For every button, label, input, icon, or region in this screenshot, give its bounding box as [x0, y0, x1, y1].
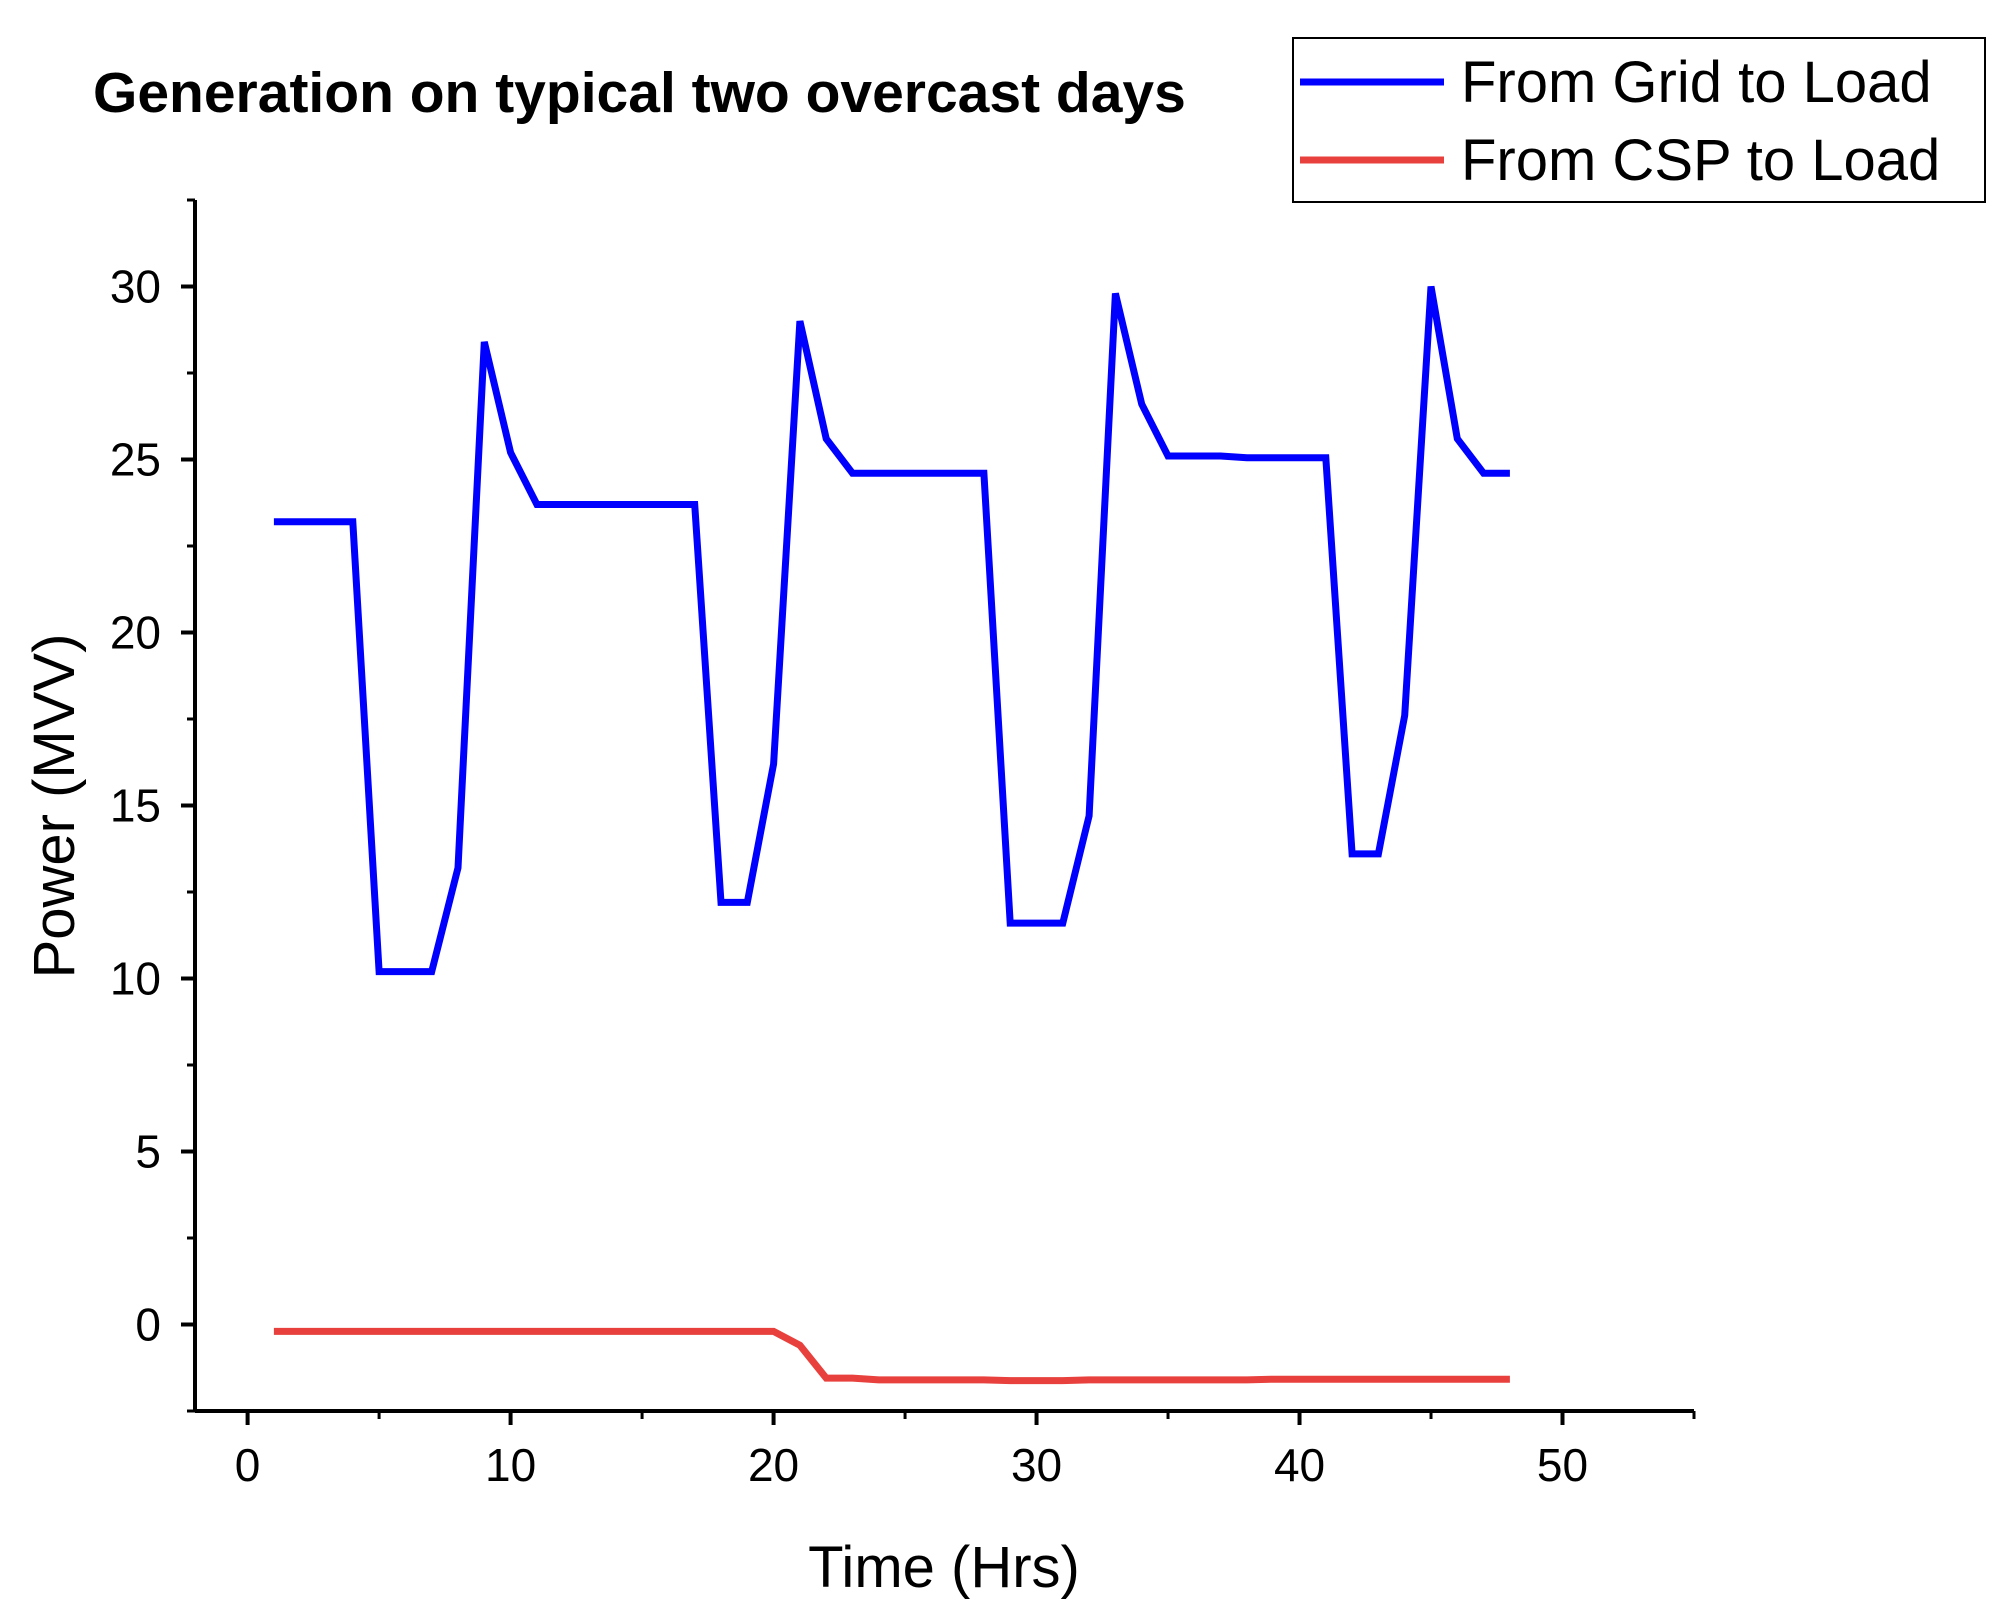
x-tick-label: 50 [1537, 1439, 1588, 1491]
series-line-csp-to-load [273, 1327, 1510, 1385]
y-tick-label: 0 [135, 1299, 161, 1351]
x-ticks: 0 10 20 30 40 50 [235, 1411, 1696, 1491]
legend-box [1292, 37, 1986, 203]
y-tick-label: 25 [110, 434, 161, 486]
series-line-grid-to-load [273, 285, 1510, 976]
legend: From Grid to Load From CSP to Load [1292, 37, 1986, 203]
y-ticks: 0 5 10 15 20 25 30 [110, 198, 195, 1413]
legend-label-csp: From CSP to Load [1461, 128, 1940, 193]
legend-label-grid: From Grid to Load [1461, 50, 1932, 115]
y-tick-label: 30 [110, 261, 161, 313]
x-tick-label: 10 [485, 1439, 536, 1491]
plot-area: 0 10 20 30 40 50 0 5 10 15 20 25 30 [110, 198, 1696, 1491]
chart-title: Generation on typical two overcast days [93, 61, 1186, 125]
x-axis-label: Time (Hrs) [808, 1535, 1080, 1600]
x-tick-label: 40 [1274, 1439, 1325, 1491]
series-lines [273, 285, 1510, 1385]
y-tick-label: 10 [110, 953, 161, 1005]
y-tick-label: 5 [135, 1126, 161, 1178]
y-axis-label: Power (MVV) [22, 634, 87, 979]
x-tick-label: 30 [1011, 1439, 1062, 1491]
x-tick-label: 0 [235, 1439, 261, 1491]
y-tick-label: 15 [110, 780, 161, 832]
y-tick-label: 20 [110, 607, 161, 659]
x-tick-label: 20 [748, 1439, 799, 1491]
